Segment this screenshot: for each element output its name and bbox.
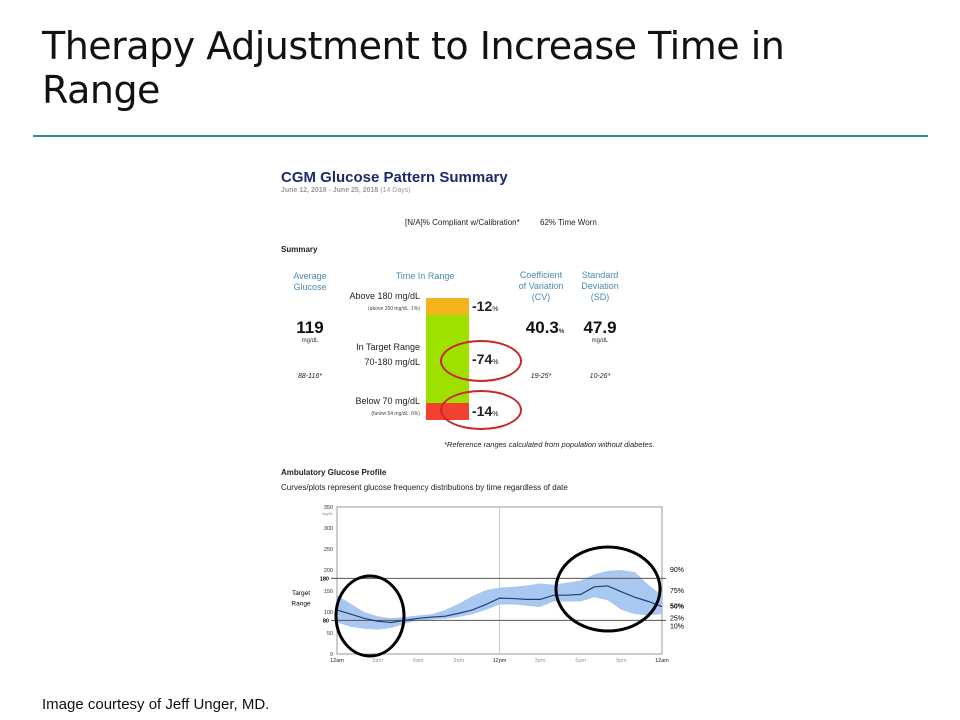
evening-highlight-circle xyxy=(554,545,662,633)
above-pct: -12% xyxy=(472,298,499,314)
x-tick-label: 3am xyxy=(372,658,383,664)
target-tick-label: 80 xyxy=(323,618,329,624)
y-tick-label: 300 xyxy=(324,526,333,532)
avg-glucose-value: 119 xyxy=(296,318,324,337)
percentile-label: 10% xyxy=(670,624,684,631)
avg-glucose-header: Average Glucose xyxy=(293,271,327,292)
x-tick-label: 6pm xyxy=(575,658,586,664)
above-sub: (above 250 mg/dL: 1%) xyxy=(368,306,420,312)
cv-value: 40.3% xyxy=(525,318,565,337)
target-range-label: Range xyxy=(291,601,311,608)
title-divider xyxy=(33,135,928,137)
x-tick-label: 12pm xyxy=(493,658,507,664)
below-sub: (below 54 mg/dL: 6%) xyxy=(371,411,420,417)
y-tick-label: 100 xyxy=(324,610,333,616)
y-tick-label: 200 xyxy=(324,568,333,574)
above-bar xyxy=(426,298,469,315)
morning-highlight-circle xyxy=(334,574,406,658)
image-credit: Image courtesy of Jeff Unger, MD. xyxy=(42,696,270,713)
sd-header: Standard Deviation (SD) xyxy=(581,270,619,302)
cv-ref: 19-25* xyxy=(530,373,552,380)
percentile-label: 25% xyxy=(670,615,684,622)
target-label: In Target Range xyxy=(356,342,420,352)
interquartile-band xyxy=(337,570,662,630)
footnote: *Reference ranges calculated from popula… xyxy=(444,440,655,449)
report-title: CGM Glucose Pattern Summary xyxy=(281,169,508,186)
x-tick-label: 12am xyxy=(655,658,669,664)
slide-title: Therapy Adjustment to Increase Time in R… xyxy=(42,24,785,112)
sd-ref: 10-26* xyxy=(589,373,611,380)
target-range-label: Target xyxy=(292,590,310,597)
y-tick-label: 50 xyxy=(327,631,333,637)
above-label: Above 180 mg/dL xyxy=(349,291,420,301)
x-tick-label: 6am xyxy=(413,658,424,664)
percentile-label: 50% xyxy=(670,604,685,611)
agp-title: Ambulatory Glucose Profile xyxy=(281,468,387,477)
median-line xyxy=(336,585,663,624)
date-range: June 12, 2018 - June 25, 2018 xyxy=(281,187,379,194)
target-sub: 70-180 mg/dL xyxy=(364,357,420,367)
percentile-label: 75% xyxy=(670,588,684,595)
x-tick-label: 9am xyxy=(454,658,465,664)
below-highlight-ring xyxy=(440,390,522,430)
summary-label: Summary xyxy=(281,245,318,254)
y-unit-label: mg/dL xyxy=(322,511,334,516)
report-date: June 12, 2018 - June 25, 2018 (14 Days) xyxy=(281,187,411,194)
x-tick-label: 9pm xyxy=(616,658,627,664)
y-tick-label: 150 xyxy=(324,589,333,595)
time-worn: 62% Time Worn xyxy=(540,218,597,227)
y-tick-label: 0 xyxy=(330,652,333,658)
agp-description: Curves/plots represent glucose frequency… xyxy=(281,483,568,492)
compliance: [N/A]% Compliant w/Calibration* xyxy=(405,218,520,227)
below-label: Below 70 mg/dL xyxy=(355,396,420,406)
y-tick-label: 250 xyxy=(324,547,333,553)
x-tick-label: 3pm xyxy=(535,658,546,664)
tir-header: Time In Range xyxy=(395,271,455,281)
sd-value: 47.9 xyxy=(583,318,617,337)
cv-header: Coefficient of Variation (CV) xyxy=(518,270,564,302)
days: (14 Days) xyxy=(380,187,411,194)
target-tick-label: 180 xyxy=(320,576,329,582)
avg-glucose-ref: 88-116* xyxy=(297,373,322,380)
percentile-label: 90% xyxy=(670,567,684,574)
y-tick-label: 350 xyxy=(324,505,333,511)
target-highlight-ring xyxy=(440,340,522,382)
x-tick-label: 12am xyxy=(330,658,344,664)
avg-glucose-unit: mg/dL xyxy=(301,338,319,344)
sd-unit: mg/dL xyxy=(591,338,609,344)
